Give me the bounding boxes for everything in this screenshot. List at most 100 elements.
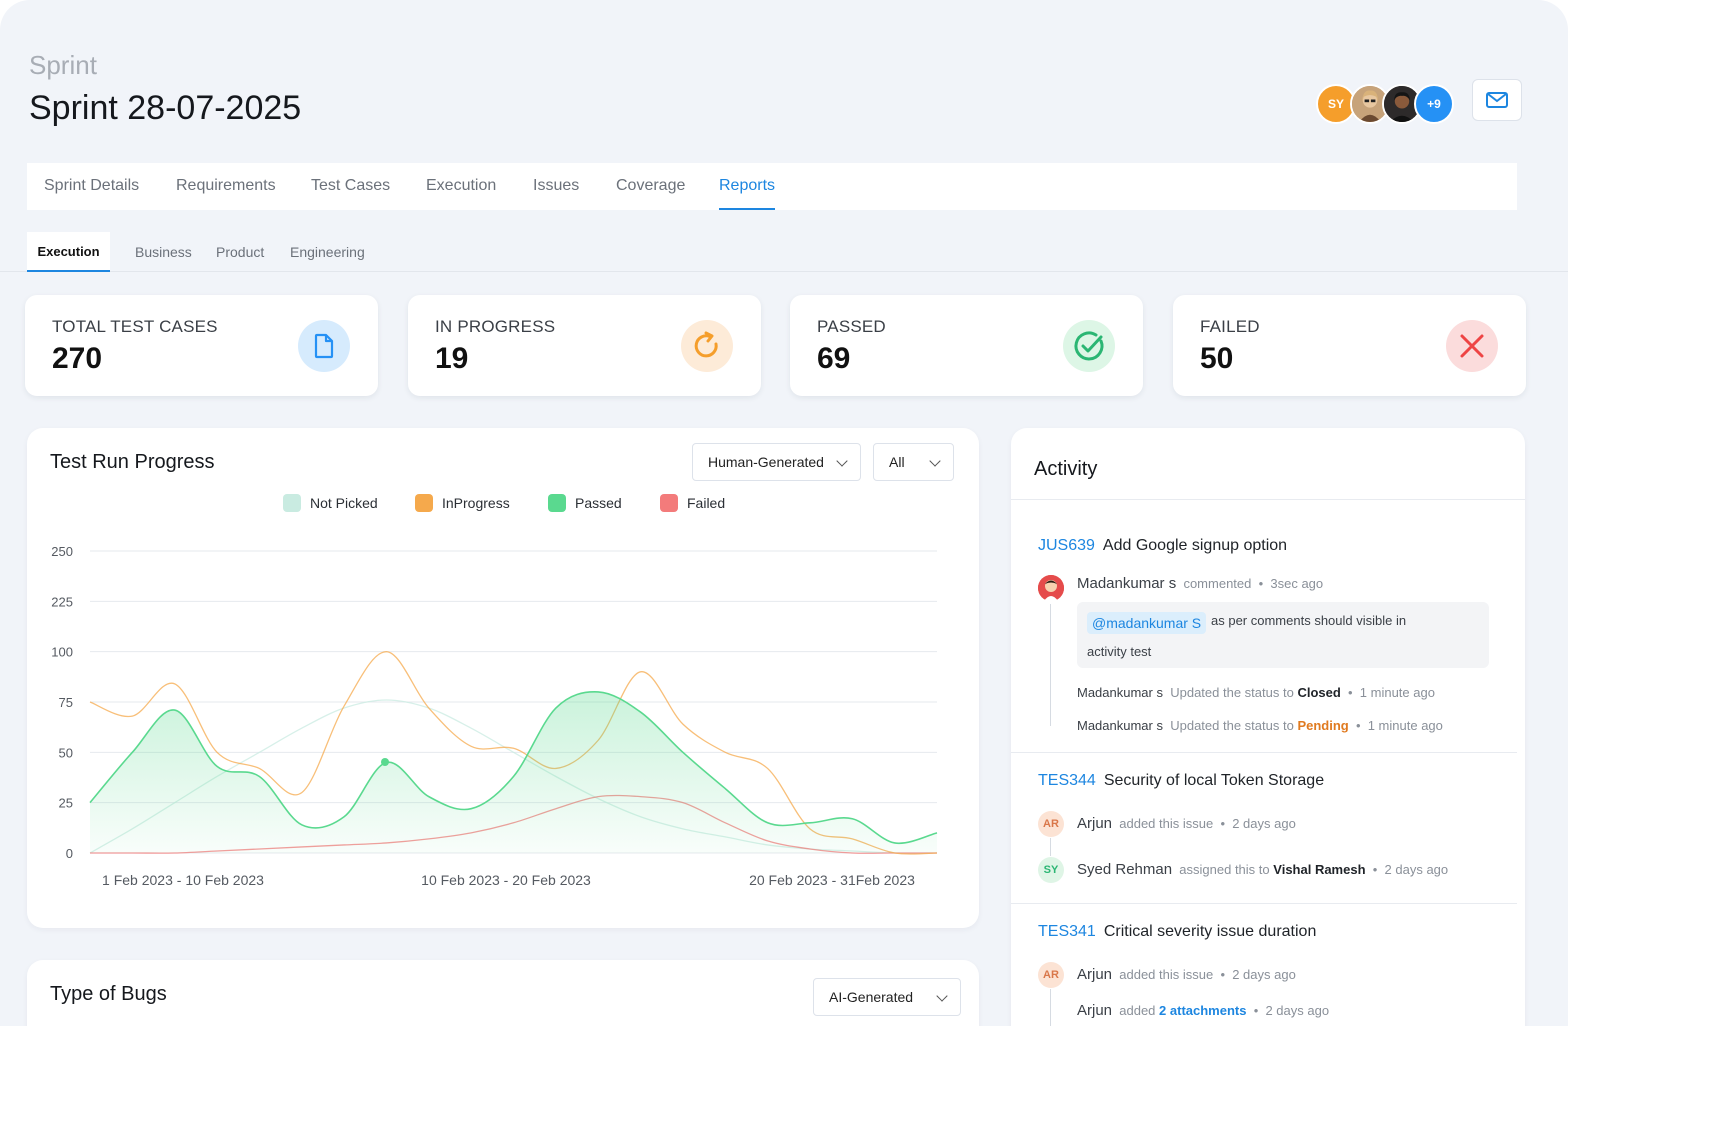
- dropdown-value: Human-Generated: [708, 454, 824, 470]
- bugs-source-dropdown[interactable]: AI-Generated: [813, 978, 961, 1016]
- status-update-pending: Madankumar s Updated the status to Pendi…: [1077, 718, 1443, 733]
- stat-label: PASSED: [817, 317, 886, 336]
- issue-title: Critical severity issue duration: [1103, 923, 1317, 940]
- stat-value: 50: [1200, 342, 1234, 375]
- activity-title: Activity: [1034, 458, 1098, 480]
- mail-button[interactable]: [1472, 79, 1522, 121]
- comment-text: as per comments should visible in: [1211, 613, 1407, 628]
- actor-name[interactable]: Arjun: [1077, 966, 1113, 983]
- action-time: 2 days ago: [1265, 1003, 1330, 1018]
- chevron-down-icon: [936, 990, 948, 1002]
- legend-failed[interactable]: Failed: [660, 493, 725, 513]
- attachments-link[interactable]: 2 attachments: [1159, 1003, 1247, 1018]
- tab-coverage[interactable]: Coverage: [616, 177, 686, 194]
- subtab-execution[interactable]: Execution: [27, 232, 110, 272]
- series-passed-area: [90, 691, 937, 853]
- action-time: 2 days ago: [1232, 816, 1296, 831]
- y-tick-label: 225: [51, 594, 73, 609]
- update-time: 1 minute ago: [1359, 685, 1435, 700]
- legend-label: Not Picked: [310, 495, 378, 511]
- chevron-down-icon: [929, 455, 941, 467]
- legend-swatch: [660, 494, 678, 512]
- issue-key-link[interactable]: TES341: [1038, 923, 1096, 940]
- avatar: [1038, 575, 1064, 601]
- dropdown-value: All: [889, 454, 905, 470]
- subtab-business[interactable]: Business: [135, 244, 192, 260]
- activity-item-title[interactable]: TES341 Critical severity issue duration: [1038, 923, 1316, 941]
- check-circle-icon: [1063, 320, 1115, 372]
- close-icon: [1446, 320, 1498, 372]
- avatar-sy[interactable]: SY: [1316, 84, 1356, 124]
- mail-icon: [1486, 92, 1508, 108]
- mention-tag[interactable]: @madankumar S: [1087, 612, 1207, 634]
- tab-test-cases[interactable]: Test Cases: [311, 177, 391, 194]
- avatar-more-count[interactable]: +9: [1414, 84, 1454, 124]
- action-text: assigned this to: [1179, 862, 1270, 877]
- stat-value: 270: [52, 342, 103, 375]
- y-tick-label: 50: [59, 745, 73, 760]
- chevron-down-icon: [836, 455, 848, 467]
- update-author[interactable]: Madankumar s: [1077, 685, 1163, 700]
- status-update-closed: Madankumar s Updated the status to Close…: [1077, 685, 1435, 700]
- subtab-product[interactable]: Product: [216, 244, 265, 260]
- y-tick-label: 0: [66, 846, 73, 861]
- hover-point-marker[interactable]: [381, 758, 389, 766]
- scope-filter-dropdown[interactable]: All: [873, 443, 954, 481]
- series-passed-line: [89, 691, 938, 845]
- stat-label: TOTAL TEST CASES: [52, 317, 218, 336]
- legend-not-picked[interactable]: Not Picked: [283, 493, 378, 513]
- action-text: added: [1119, 1003, 1156, 1018]
- status-pending: Pending: [1297, 718, 1349, 733]
- stat-card-passed: PASSED 69: [790, 295, 1143, 396]
- refresh-icon: [681, 320, 733, 372]
- activity-item-title[interactable]: JUS639 Add Google signup option: [1038, 537, 1287, 555]
- legend-label: Failed: [687, 495, 726, 511]
- subtab-engineering[interactable]: Engineering: [290, 244, 365, 260]
- source-filter-dropdown[interactable]: Human-Generated: [692, 443, 861, 481]
- assignee-name[interactable]: Vishal Ramesh: [1273, 862, 1366, 877]
- legend-passed[interactable]: Passed: [548, 493, 622, 513]
- timeline-line: [1050, 604, 1051, 726]
- y-tick-label: 250: [51, 544, 73, 559]
- issue-key-link[interactable]: TES344: [1038, 772, 1096, 789]
- actor-name[interactable]: Syed Rehman: [1077, 861, 1173, 878]
- tab-issues[interactable]: Issues: [533, 177, 580, 194]
- report-subtabs: Execution Business Product Engineering: [0, 232, 1568, 272]
- update-text: Updated the status to: [1170, 685, 1294, 700]
- stat-label: FAILED: [1200, 317, 1260, 336]
- timeline-line: [1050, 989, 1051, 1026]
- legend-swatch: [548, 494, 566, 512]
- issue-key-link[interactable]: JUS639: [1038, 537, 1095, 554]
- tab-execution[interactable]: Execution: [426, 177, 497, 194]
- actor-name[interactable]: Arjun: [1077, 815, 1113, 832]
- tab-reports[interactable]: Reports: [719, 163, 776, 210]
- comment-time: 3sec ago: [1270, 576, 1324, 591]
- document-icon: [298, 320, 350, 372]
- x-tick-label: 10 Feb 2023 - 20 Feb 2023: [421, 872, 591, 888]
- tab-sprint-details[interactable]: Sprint Details: [44, 177, 140, 194]
- legend-inprogress[interactable]: InProgress: [415, 493, 510, 513]
- legend-label: Passed: [575, 495, 622, 511]
- activity-line: Arjun added this issue • 2 days ago: [1077, 966, 1296, 983]
- app-frame: Sprint Sprint 28-07-2025 SY +9: [0, 0, 1568, 1026]
- avatar: AR: [1038, 962, 1064, 988]
- comment-text-line2: activity test: [1087, 644, 1152, 659]
- test-run-progress-chart: 0 25 50 75 100 225 250 1 Feb 2023 - 10 Feb 2023…: [51, 544, 938, 888]
- action-text: added this issue: [1119, 967, 1214, 982]
- stat-card-in-progress: IN PROGRESS 19: [408, 295, 761, 396]
- commenter-name[interactable]: Madankumar s: [1077, 575, 1177, 592]
- issue-title: Security of local Token Storage: [1103, 772, 1325, 789]
- breadcrumb[interactable]: Sprint: [29, 50, 97, 80]
- comment-verb: commented: [1183, 576, 1252, 591]
- y-tick-label: 75: [59, 695, 73, 710]
- activity-item-title[interactable]: TES344 Security of local Token Storage: [1038, 772, 1324, 790]
- x-tick-label: 20 Feb 2023 - 31Feb 2023: [749, 872, 915, 888]
- avatar: AR: [1038, 811, 1064, 837]
- progress-card-title: Test Run Progress: [50, 451, 215, 473]
- tab-requirements[interactable]: Requirements: [176, 177, 276, 194]
- update-author[interactable]: Madankumar s: [1077, 718, 1163, 733]
- user-avatar-icon: [1038, 575, 1064, 601]
- activity-line: Arjun added this issue • 2 days ago: [1077, 815, 1296, 832]
- actor-name[interactable]: Arjun: [1077, 1002, 1113, 1019]
- page-title: Sprint 28-07-2025: [29, 89, 302, 127]
